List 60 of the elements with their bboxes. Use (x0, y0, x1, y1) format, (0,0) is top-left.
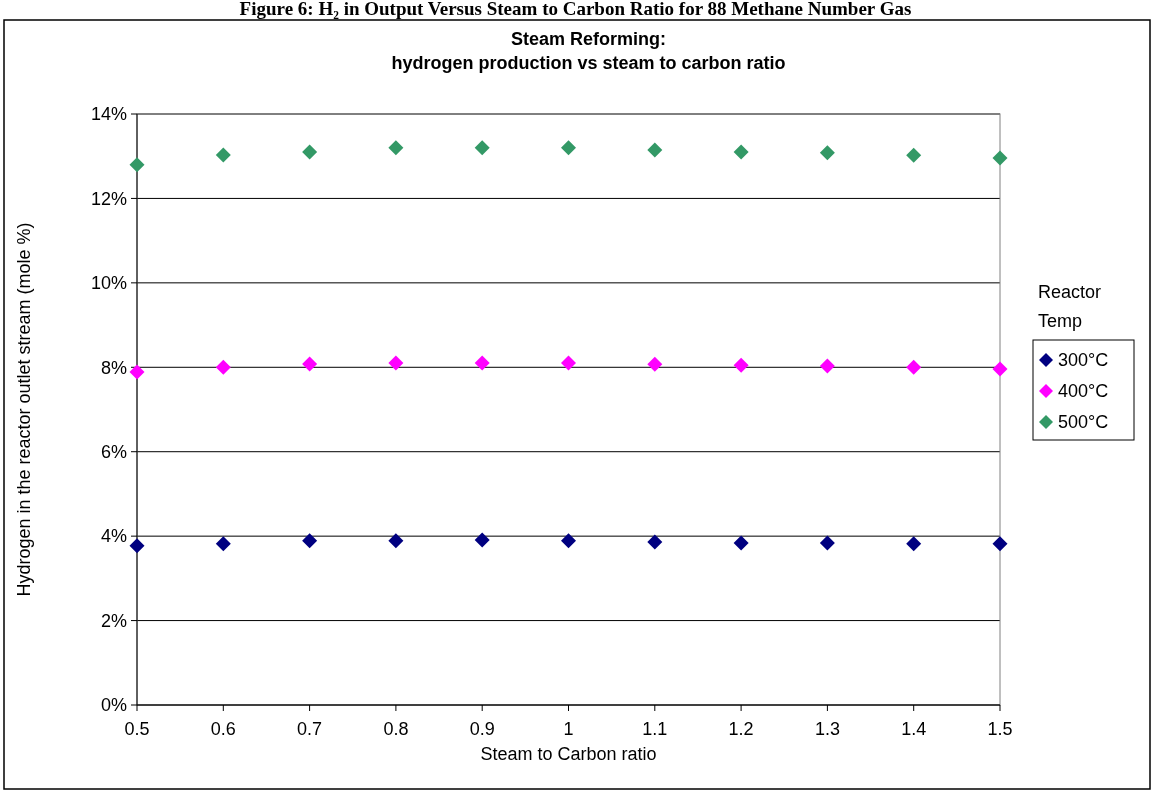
x-tick-label: 0.5 (124, 719, 150, 739)
point (215, 147, 231, 163)
y-tick-label: 6% (100, 442, 127, 463)
point (302, 356, 318, 372)
x-tick-label: 1 (563, 719, 574, 739)
point (819, 535, 835, 551)
point (474, 140, 490, 156)
point (819, 145, 835, 161)
point (129, 538, 145, 554)
point (302, 533, 318, 549)
point (302, 144, 318, 160)
point (733, 144, 749, 160)
caption: Figure 6: H₂ in Output Versus Steam to Carbon Ratio for 88 Methane Number Gas (239, 0, 912, 19)
x-tick-label: 0.9 (469, 719, 495, 739)
x-tick-label: 1.1 (642, 719, 668, 739)
point (474, 532, 490, 548)
y-tick-label: 4% (100, 526, 127, 547)
point (819, 358, 835, 374)
x-tick-label: 1.4 (901, 719, 927, 739)
point (215, 536, 231, 552)
point (906, 147, 922, 163)
y-tick-label: 14% (90, 104, 127, 125)
point (992, 536, 1008, 552)
y-tick-label: 0% (100, 695, 127, 716)
x-axis-title: Steam to Carbon ratio (480, 744, 657, 764)
point (474, 355, 490, 371)
point (906, 359, 922, 375)
x-tick-label: 0.7 (297, 719, 323, 739)
point (561, 533, 576, 549)
y-tick-label: 10% (90, 273, 127, 294)
y-tick-label: 12% (90, 188, 127, 209)
y-tick-label: 8% (100, 357, 127, 378)
point (992, 150, 1008, 166)
point (388, 355, 404, 371)
y-axis-title: Hydrogen in the reactor outlet stream (mole %) (14, 222, 34, 597)
point (129, 157, 145, 173)
legend-label: 400°C (1058, 381, 1109, 402)
chart-title: Steam Reforming: hydrogen production vs steam to carbon ratio (391, 29, 786, 73)
x-tick-label: 0.8 (383, 719, 409, 739)
x-tick-label: 1.3 (814, 719, 840, 739)
point (129, 364, 145, 380)
point (388, 140, 404, 156)
point (992, 361, 1008, 377)
x-tick-label: 1.2 (728, 719, 754, 739)
point (561, 355, 576, 371)
x-tick-label: 1.5 (987, 719, 1013, 739)
point (561, 140, 576, 156)
legend-label: 300°C (1058, 350, 1109, 371)
legend-title: Reactor Temp (1038, 282, 1102, 331)
point (647, 356, 663, 372)
point (906, 536, 922, 552)
point (733, 535, 749, 551)
y-tick-label: 2% (100, 610, 127, 631)
point (388, 533, 404, 549)
point (647, 142, 663, 158)
point (647, 534, 663, 550)
legend-label: 500°C (1058, 412, 1109, 433)
point (215, 359, 231, 375)
x-tick-label: 0.6 (210, 719, 236, 739)
point (733, 357, 749, 373)
